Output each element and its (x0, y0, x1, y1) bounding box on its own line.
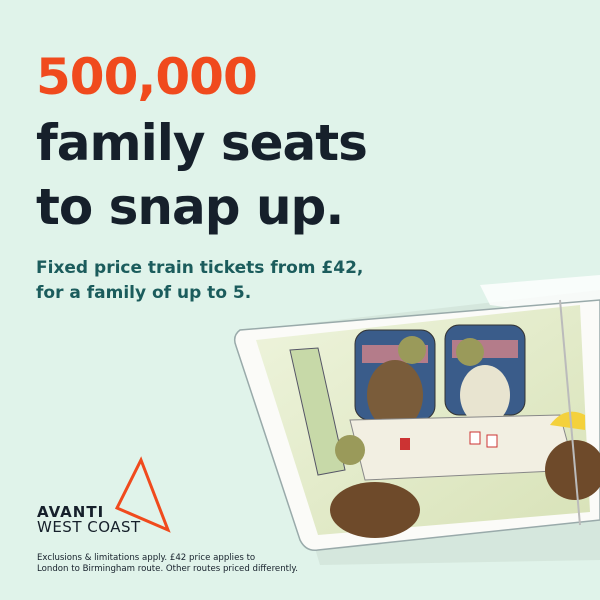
turtle (545, 440, 600, 500)
table (349, 414, 576, 481)
subheadline-line-1: Fixed price train tickets from £42, (36, 258, 364, 278)
turtle (330, 482, 420, 538)
headline-line-2: family seats (36, 114, 368, 172)
subheadline-line-2: for a family of up to 5. (36, 283, 252, 303)
brand-name: AVANTI (37, 503, 105, 521)
turtle (456, 338, 484, 366)
headline-number: 500,000 (36, 48, 258, 106)
brand-subname: WEST COAST (37, 518, 141, 536)
yellow-hat (550, 411, 585, 430)
triangle-logo-icon (114, 456, 171, 533)
disclaimer-line-1: Exclusions & limitations apply. £42 pric… (37, 553, 256, 563)
disclaimer: Exclusions & limitations apply. £42 pric… (37, 553, 298, 575)
headline-line-3: to snap up. (36, 178, 344, 236)
train-window-side (289, 347, 346, 476)
disclaimer-line-2: London to Birmingham route. Other routes… (37, 564, 299, 574)
subheadline: Fixed price train tickets from £42, for … (36, 256, 363, 306)
turtle (367, 360, 423, 430)
